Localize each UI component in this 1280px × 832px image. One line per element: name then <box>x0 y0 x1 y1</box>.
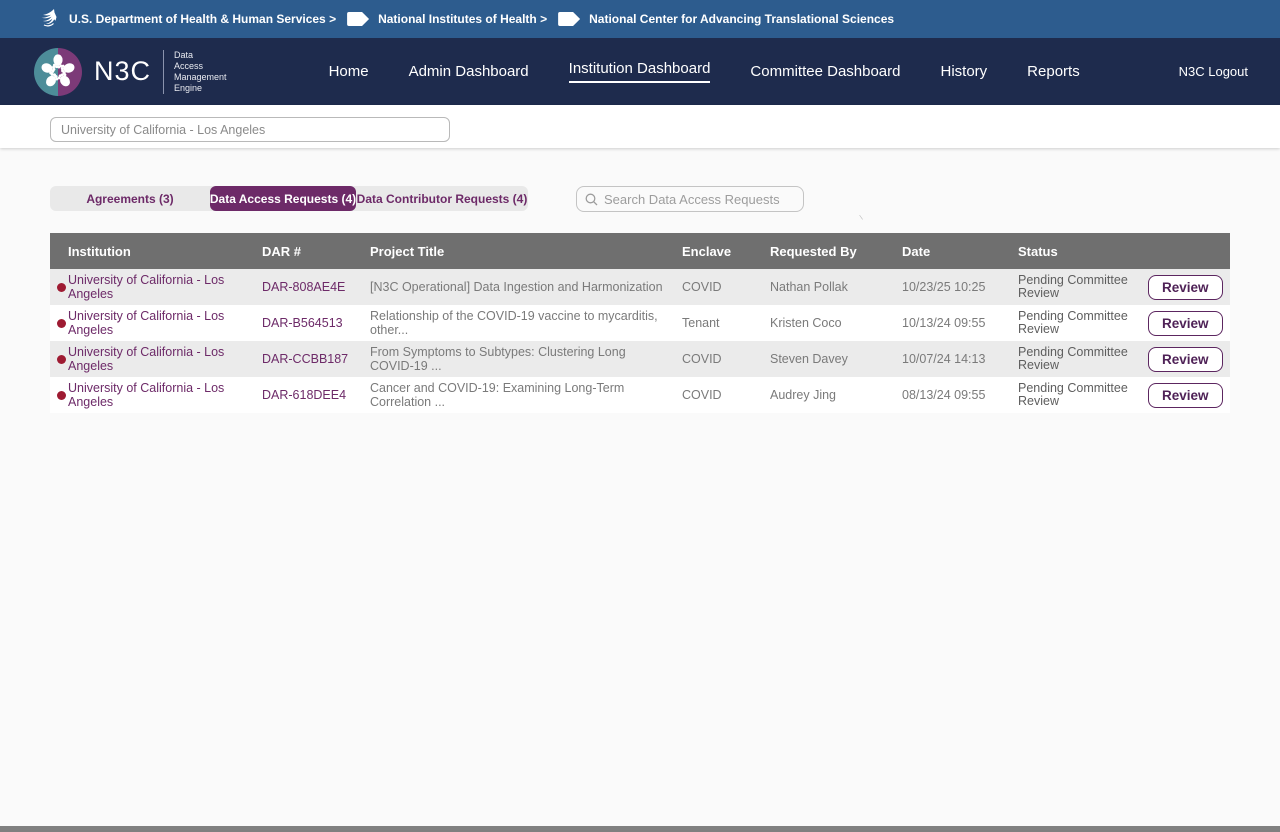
toolbar: Agreements (3) Data Access Requests (4) … <box>50 186 1230 212</box>
nav-item-reports[interactable]: Reports <box>1027 63 1080 80</box>
ncats-segment: National Center for Advancing Translatio… <box>558 12 894 26</box>
requested-by: Audrey Jing <box>770 388 837 402</box>
table-header-row: Institution DAR # Project Title Enclave … <box>50 233 1230 269</box>
tab-group: Agreements (3) Data Access Requests (4) … <box>50 186 528 211</box>
project-title: Cancer and COVID-19: Examining Long-Term… <box>370 381 625 409</box>
status-dot <box>57 354 66 364</box>
dar-number-link[interactable]: DAR-B564513 <box>262 316 343 330</box>
status-dot <box>57 390 66 400</box>
requested-by: Nathan Pollak <box>770 280 848 294</box>
project-title: Relationship of the COVID-19 vaccine to … <box>370 309 658 337</box>
review-button[interactable]: Review <box>1148 382 1223 408</box>
project-title: From Symptoms to Subtypes: Clustering Lo… <box>370 345 626 373</box>
review-button[interactable]: Review <box>1148 274 1223 300</box>
request-date: 10/13/24 09:55 <box>902 316 986 330</box>
requested-by: Steven Davey <box>770 352 848 366</box>
table-row: University of California - Los Angeles D… <box>50 305 1230 341</box>
search-icon <box>585 193 598 205</box>
status-dot <box>57 318 66 328</box>
institution-link[interactable]: University of California - Los Angeles <box>68 309 225 337</box>
hhs-eagle-icon <box>38 7 60 31</box>
header-requested-by: Requested By <box>770 243 857 259</box>
review-button[interactable]: Review <box>1148 310 1223 336</box>
gov-link-hhs[interactable]: U.S. Department of Health & Human Servic… <box>69 12 337 26</box>
n3c-logo-icon <box>34 47 82 96</box>
nav-item-committee-dashboard[interactable]: Committee Dashboard <box>750 63 901 80</box>
header-status: Status <box>1018 243 1058 259</box>
status-text: Pending Committee Review <box>1018 345 1128 372</box>
table-row: University of California - Los Angeles D… <box>50 377 1230 413</box>
nav-item-institution-dashboard[interactable]: Institution Dashboard <box>568 60 711 83</box>
enclave: COVID <box>682 352 722 366</box>
header-project-title: Project Title <box>370 243 445 259</box>
project-title: [N3C Operational] Data Ingestion and Har… <box>370 280 663 294</box>
brand-tagline: Data Access Management Engine <box>174 49 227 93</box>
table-row: University of California - Los Angeles D… <box>50 269 1230 305</box>
header-institution: Institution <box>68 243 131 259</box>
institution-link[interactable]: University of California - Los Angeles <box>68 273 225 301</box>
nav-links: Home Admin Dashboard Institution Dashboa… <box>329 60 1080 83</box>
dar-number-link[interactable]: DAR-808AE4E <box>262 280 346 294</box>
status-dot <box>57 282 66 292</box>
tab-data-contributor-requests[interactable]: Data Contributor Requests (4) <box>356 186 528 211</box>
institution-filter-input[interactable] <box>50 117 450 142</box>
request-date: 10/07/24 14:13 <box>902 352 986 366</box>
cursor-artifact: ⸌ <box>856 213 865 227</box>
government-bar: U.S. Department of Health & Human Servic… <box>0 0 1280 38</box>
dar-number-link[interactable]: DAR-CCBB187 <box>262 352 349 366</box>
request-date: 08/13/24 09:55 <box>902 388 986 402</box>
gov-link-nih[interactable]: National Institutes of Health > <box>378 12 548 26</box>
enclave: COVID <box>682 388 722 402</box>
institution-link[interactable]: University of California - Los Angeles <box>68 345 225 373</box>
dashboard-content: Agreements (3) Data Access Requests (4) … <box>0 148 1280 413</box>
status-text: Pending Committee Review <box>1018 309 1128 336</box>
enclave: COVID <box>682 280 722 294</box>
header-dar: DAR # <box>262 243 302 259</box>
nav-item-history[interactable]: History <box>940 63 988 80</box>
brand-name: N3C <box>94 56 152 86</box>
tab-data-access-requests[interactable]: Data Access Requests (4) <box>210 186 356 211</box>
ncats-logo-icon <box>558 12 581 26</box>
hhs-segment: U.S. Department of Health & Human Servic… <box>38 7 336 31</box>
institution-filter-band <box>0 105 1280 148</box>
nav-item-admin-dashboard[interactable]: Admin Dashboard <box>408 63 529 80</box>
search-input[interactable] <box>604 191 795 207</box>
header-enclave: Enclave <box>682 243 732 259</box>
status-text: Pending Committee Review <box>1018 273 1128 300</box>
dar-number-link[interactable]: DAR-618DEE4 <box>262 388 347 402</box>
nav-item-home[interactable]: Home <box>328 63 369 80</box>
main-navbar: N3C Data Access Management Engine Home A… <box>0 38 1280 105</box>
requested-by: Kristen Coco <box>770 316 842 330</box>
dar-table: Institution DAR # Project Title Enclave … <box>50 233 1230 413</box>
table-row: University of California - Los Angeles D… <box>50 341 1230 377</box>
nih-logo-icon <box>347 12 370 26</box>
review-button[interactable]: Review <box>1148 346 1223 372</box>
gov-link-ncats[interactable]: National Center for Advancing Translatio… <box>589 12 895 26</box>
enclave: Tenant <box>682 316 720 330</box>
logout-button[interactable]: N3C Logout <box>1178 64 1248 79</box>
status-text: Pending Committee Review <box>1018 381 1128 408</box>
search-box <box>576 186 804 212</box>
header-date: Date <box>902 243 931 259</box>
request-date: 10/23/25 10:25 <box>902 280 986 294</box>
brand-divider <box>163 49 165 94</box>
bottom-scrollbar-strip[interactable] <box>0 826 1280 832</box>
brand: N3C Data Access Management Engine <box>34 47 227 96</box>
institution-link[interactable]: University of California - Los Angeles <box>68 381 225 409</box>
nih-segment: National Institutes of Health > <box>347 12 547 26</box>
tab-agreements[interactable]: Agreements (3) <box>50 186 210 211</box>
